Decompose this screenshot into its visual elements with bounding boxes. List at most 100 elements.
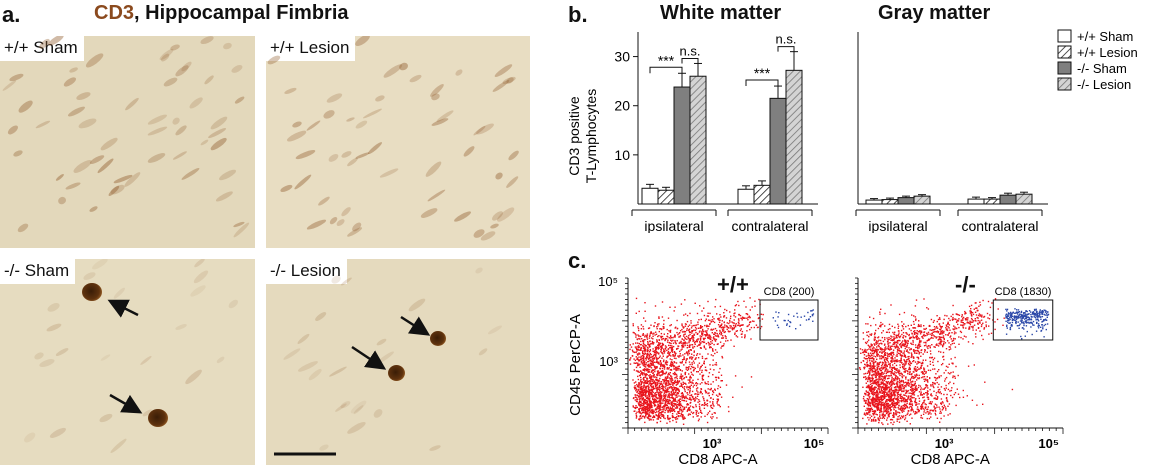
- event-dot: [735, 330, 737, 332]
- event-dot: [948, 346, 950, 348]
- event-dot: [662, 348, 665, 350]
- event-dot: [678, 402, 681, 404]
- event-dot: [678, 365, 680, 368]
- event-dot: [975, 336, 977, 338]
- event-dot: [665, 382, 668, 385]
- event-dot: [682, 386, 684, 389]
- event-dot: [879, 391, 882, 393]
- event-dot: [637, 362, 639, 364]
- event-dot: [669, 369, 672, 371]
- event-dot: [667, 418, 669, 420]
- event-dot: [641, 363, 643, 365]
- event-dot: [900, 345, 902, 348]
- event-dot: [648, 392, 650, 394]
- event-dot: [648, 406, 650, 409]
- tissue-texture: [162, 75, 179, 88]
- event-dot: [732, 324, 735, 327]
- event-dot: [930, 385, 932, 387]
- event-dot: [720, 331, 722, 334]
- flow-title-ko: -/-: [955, 272, 976, 297]
- event-dot: [687, 337, 690, 339]
- event-dot: [659, 412, 661, 414]
- event-dot: [664, 401, 667, 404]
- event-dot: [659, 401, 661, 403]
- tissue-texture: [454, 67, 464, 77]
- event-dot: [918, 320, 920, 322]
- event-dot: [746, 313, 749, 316]
- event-dot: [899, 394, 901, 396]
- event-dot: [643, 401, 645, 403]
- event-dot: [913, 394, 916, 396]
- event-dot: [772, 317, 774, 319]
- event-dot: [922, 337, 924, 339]
- event-dot: [646, 406, 649, 408]
- event-dot: [927, 393, 929, 395]
- event-dot: [639, 388, 641, 390]
- event-dot: [639, 344, 642, 346]
- event-dot: [937, 386, 939, 388]
- event-dot: [709, 388, 711, 391]
- event-dot: [897, 411, 899, 413]
- event-dot: [895, 404, 897, 406]
- event-dot: [966, 319, 969, 321]
- event-dot: [983, 328, 985, 330]
- event-dot: [893, 366, 896, 368]
- event-dot: [722, 337, 725, 339]
- event-dot: [664, 345, 667, 347]
- event-dot: [871, 365, 874, 367]
- event-dot: [913, 315, 915, 317]
- event-dot: [716, 332, 718, 335]
- event-dot: [936, 320, 938, 323]
- event-dot: [887, 361, 889, 363]
- event-dot: [645, 402, 648, 404]
- event-dot: [867, 407, 870, 410]
- event-dot: [897, 370, 899, 372]
- event-dot: [647, 342, 649, 344]
- event-dot: [884, 386, 887, 388]
- event-dot: [900, 329, 903, 332]
- event-dot: [725, 337, 727, 340]
- legend-swatch: [1057, 29, 1072, 43]
- event-dot: [699, 327, 701, 329]
- event-dot: [646, 410, 649, 412]
- event-dot: [864, 376, 867, 378]
- event-dot: [691, 353, 693, 355]
- event-dot: [684, 336, 686, 339]
- event-dot: [681, 379, 683, 381]
- event-dot: [942, 335, 945, 337]
- tissue-texture: [340, 205, 353, 218]
- event-dot: [907, 398, 909, 400]
- event-dot: [962, 316, 965, 319]
- event-dot: [669, 329, 672, 332]
- event-dot: [879, 311, 881, 313]
- event-dot: [632, 379, 634, 381]
- event-dot: [652, 391, 654, 394]
- event-dot: [749, 321, 751, 324]
- event-dot: [635, 405, 637, 407]
- event-dot: [904, 398, 906, 401]
- event-dot: [888, 338, 890, 341]
- event-dot: [872, 317, 875, 320]
- event-dot: [657, 346, 660, 348]
- event-dot: [923, 392, 925, 395]
- tissue-texture: [146, 150, 167, 165]
- significance-bracket: [649, 66, 683, 74]
- event-dot: [688, 361, 691, 363]
- event-dot: [884, 312, 886, 315]
- event-dot: [906, 420, 908, 422]
- event-dot: [908, 373, 911, 375]
- event-dot: [872, 413, 874, 415]
- event-dot: [650, 400, 652, 403]
- event-dot: [751, 320, 754, 322]
- event-dot: [877, 370, 880, 373]
- event-dot: [660, 349, 662, 351]
- event-dot: [867, 394, 869, 396]
- event-dot: [953, 325, 955, 327]
- event-dot: [908, 358, 910, 360]
- event-dot: [671, 346, 674, 349]
- event-dot: [939, 410, 942, 412]
- event-dot: [890, 384, 892, 386]
- event-dot: [875, 406, 877, 408]
- event-dot: [909, 336, 911, 339]
- event-dot: [654, 322, 656, 324]
